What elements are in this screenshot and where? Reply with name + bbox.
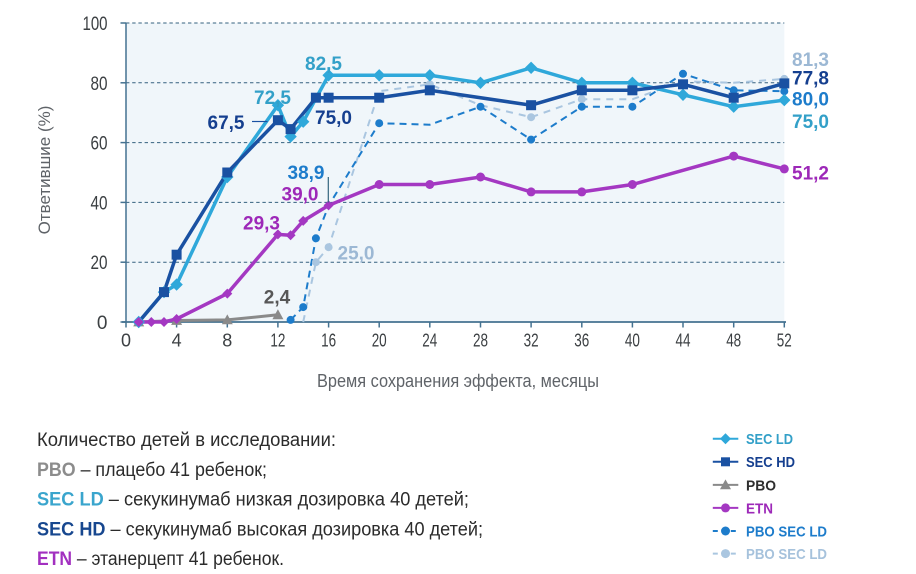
svg-text:77,8: 77,8 bbox=[792, 69, 829, 90]
svg-text:SEC HD – секукинумаб высокая д: SEC HD – секукинумаб высокая дозировка 4… bbox=[37, 520, 483, 541]
svg-text:72,5: 72,5 bbox=[254, 88, 291, 109]
svg-text:67,5: 67,5 bbox=[208, 113, 245, 134]
svg-text:4: 4 bbox=[172, 331, 182, 351]
svg-text:0: 0 bbox=[121, 331, 131, 351]
svg-text:ETN – этанерцепт 41 ребенок.: ETN – этанерцепт 41 ребенок. bbox=[37, 549, 284, 570]
svg-text:36: 36 bbox=[574, 331, 589, 351]
svg-text:20: 20 bbox=[372, 331, 387, 351]
svg-text:ETN: ETN bbox=[746, 500, 773, 517]
svg-text:52: 52 bbox=[777, 331, 792, 351]
svg-text:60: 60 bbox=[91, 134, 108, 155]
svg-text:80: 80 bbox=[91, 74, 108, 95]
svg-text:40: 40 bbox=[625, 331, 640, 351]
svg-text:48: 48 bbox=[726, 331, 741, 351]
svg-text:32: 32 bbox=[524, 331, 539, 351]
svg-text:PBO – плацебо 41 ребенок;: PBO – плацебо 41 ребенок; bbox=[37, 460, 267, 481]
svg-text:38,9: 38,9 bbox=[288, 163, 325, 184]
svg-text:SEC LD – секукинумаб низкая до: SEC LD – секукинумаб низкая дозировка 40… bbox=[37, 490, 469, 511]
svg-text:2,4: 2,4 bbox=[264, 288, 291, 309]
svg-text:81,3: 81,3 bbox=[792, 50, 829, 71]
svg-text:25,0: 25,0 bbox=[338, 244, 375, 265]
svg-text:51,2: 51,2 bbox=[792, 164, 829, 185]
svg-text:40: 40 bbox=[91, 193, 108, 214]
svg-text:PBO SEC LD: PBO SEC LD bbox=[746, 546, 827, 563]
svg-text:80,0: 80,0 bbox=[792, 90, 829, 111]
svg-text:29,3: 29,3 bbox=[243, 214, 280, 235]
svg-text:Количество детей в исследовани: Количество детей в исследовании: bbox=[37, 430, 336, 451]
svg-text:82,5: 82,5 bbox=[305, 54, 342, 75]
svg-text:44: 44 bbox=[676, 331, 691, 351]
svg-text:24: 24 bbox=[422, 331, 437, 351]
svg-text:SEC LD: SEC LD bbox=[746, 431, 793, 448]
svg-text:Время сохранения эффекта, меся: Время сохранения эффекта, месяцы bbox=[317, 371, 599, 391]
svg-text:75,0: 75,0 bbox=[315, 108, 352, 129]
svg-text:100: 100 bbox=[83, 14, 108, 35]
svg-text:75,0: 75,0 bbox=[792, 112, 829, 133]
svg-text:28: 28 bbox=[473, 331, 488, 351]
svg-text:PBO SEC LD: PBO SEC LD bbox=[746, 523, 827, 540]
svg-text:20: 20 bbox=[91, 253, 108, 274]
svg-text:16: 16 bbox=[321, 331, 336, 351]
svg-text:PBO: PBO bbox=[746, 477, 776, 494]
svg-text:SEC HD: SEC HD bbox=[746, 454, 795, 471]
svg-text:39,0: 39,0 bbox=[282, 185, 319, 206]
svg-text:12: 12 bbox=[270, 331, 285, 351]
svg-text:Ответившие (%): Ответившие (%) bbox=[35, 106, 54, 235]
svg-text:8: 8 bbox=[222, 331, 232, 351]
svg-text:0: 0 bbox=[97, 313, 108, 334]
